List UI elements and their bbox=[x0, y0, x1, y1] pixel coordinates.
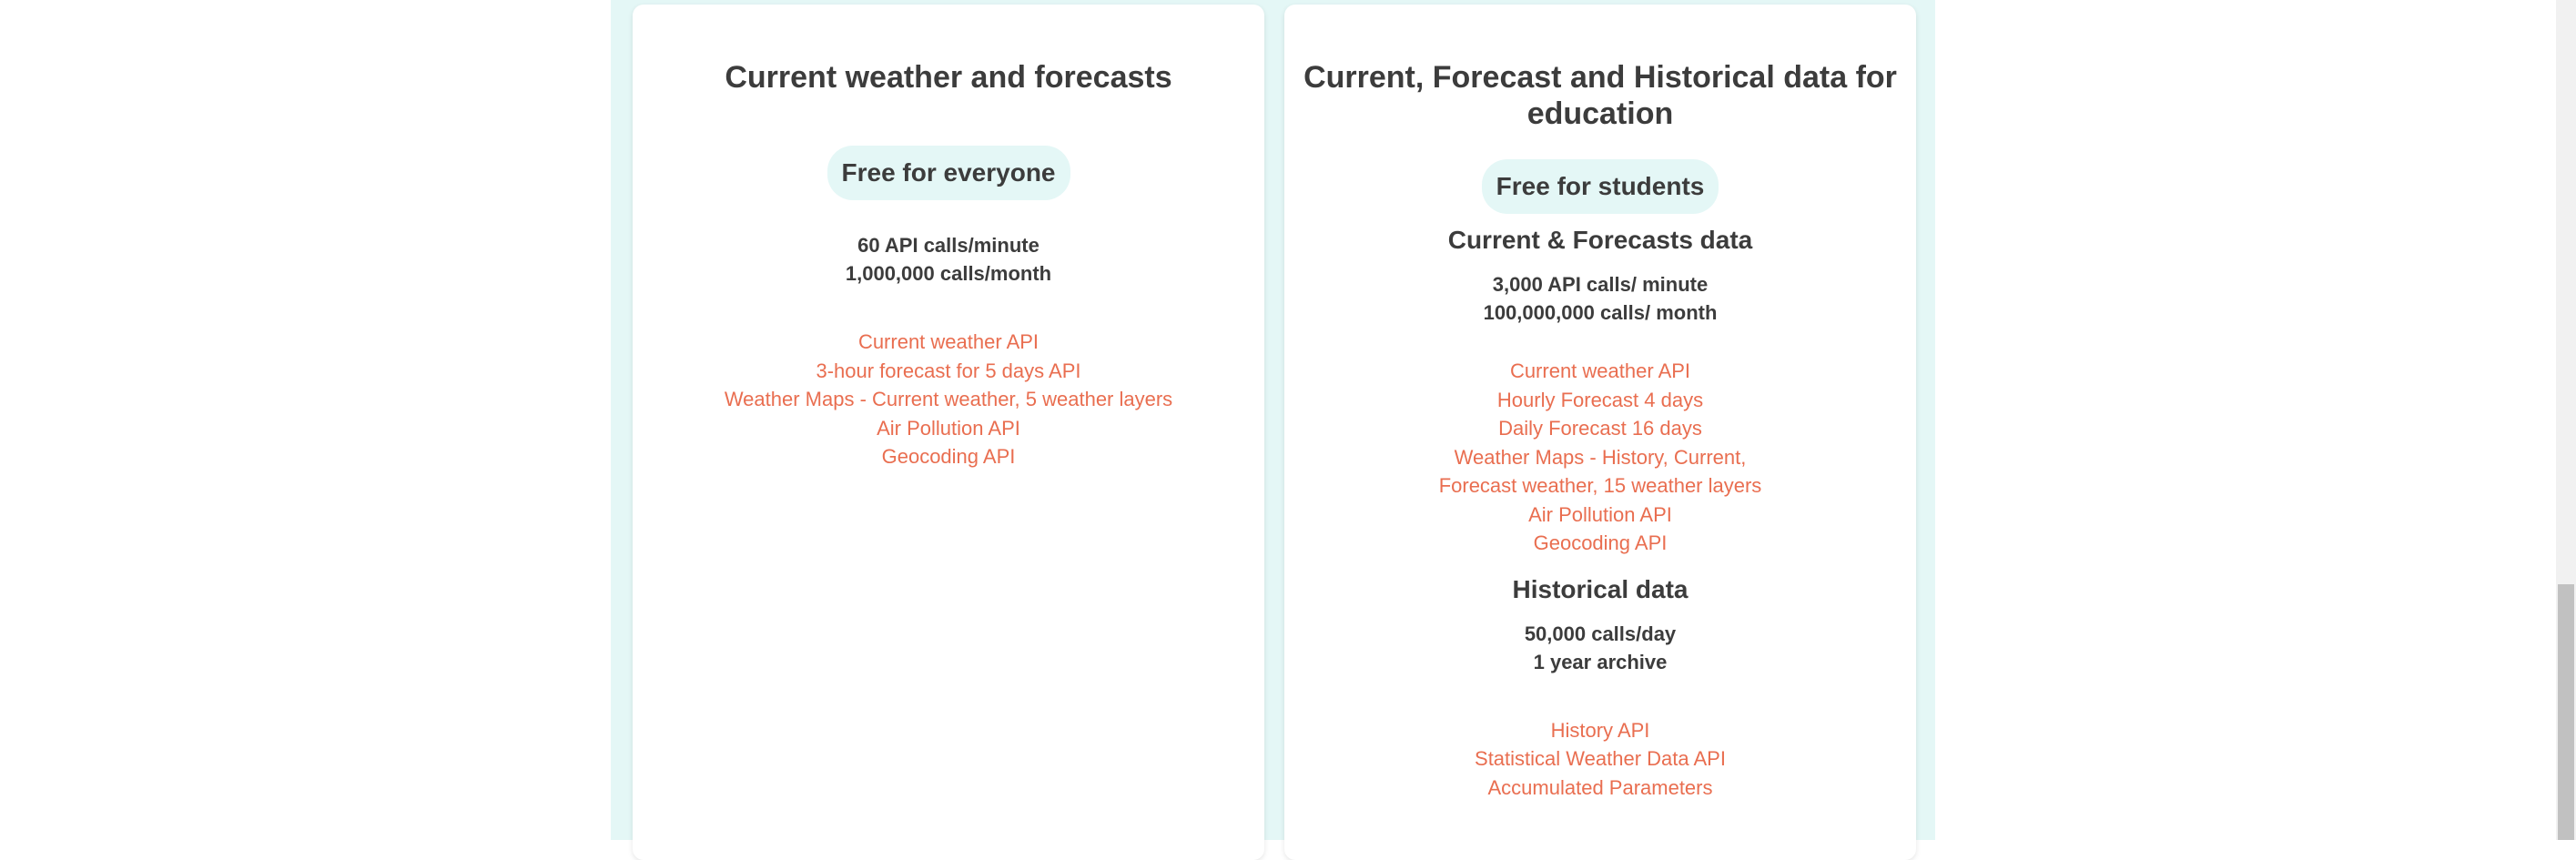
link-3-hour-forecast-api[interactable]: 3-hour forecast for 5 days API bbox=[816, 359, 1081, 382]
link-geocoding-api[interactable]: Geocoding API bbox=[881, 445, 1016, 468]
link-hourly-forecast[interactable]: Hourly Forecast 4 days bbox=[1496, 388, 1704, 411]
link-accumulated-parameters[interactable]: Accumulated Parameters bbox=[1487, 775, 1713, 799]
plan-api-links: Current weather API 3-hour forecast for … bbox=[633, 328, 1264, 471]
page-scrollbar[interactable] bbox=[2556, 0, 2576, 840]
limit-item: 1 year archive bbox=[1533, 650, 1668, 673]
link-weather-maps-cont[interactable]: Forecast weather, 15 weather layers bbox=[1438, 474, 1762, 497]
plan-badge: Free for students bbox=[1481, 159, 1719, 214]
section-title-historical: Historical data bbox=[1512, 574, 1689, 603]
limit-item: 1,000,000 calls/month bbox=[845, 262, 1052, 285]
plan-badge: Free for everyone bbox=[827, 146, 1070, 200]
section-limits: 50,000 calls/day 1 year archive bbox=[1284, 620, 1916, 676]
limit-item: 50,000 calls/day bbox=[1524, 622, 1677, 645]
link-current-weather-api[interactable]: Current weather API bbox=[857, 330, 1040, 353]
section-title-current-forecasts: Current & Forecasts data bbox=[1447, 226, 1753, 254]
link-history-api[interactable]: History API bbox=[1550, 718, 1650, 742]
link-weather-maps[interactable]: Weather Maps - History, Current, bbox=[1454, 445, 1747, 469]
link-weather-maps[interactable]: Weather Maps - Current weather, 5 weathe… bbox=[724, 388, 1173, 410]
link-current-weather-api[interactable]: Current weather API bbox=[1509, 359, 1691, 382]
scrollbar-thumb[interactable] bbox=[2558, 584, 2574, 840]
plan-card-free: Current weather and forecasts Free for e… bbox=[633, 5, 1264, 860]
link-daily-forecast[interactable]: Daily Forecast 16 days bbox=[1498, 417, 1702, 440]
link-air-pollution-api[interactable]: Air Pollution API bbox=[877, 416, 1020, 440]
link-statistical-weather-api[interactable]: Statistical Weather Data API bbox=[1475, 747, 1726, 770]
section-api-links: History API Statistical Weather Data API… bbox=[1284, 716, 1916, 803]
plan-card-education: Current, Forecast and Historical data fo… bbox=[1284, 5, 1916, 860]
limit-item: 3,000 API calls/ minute bbox=[1492, 273, 1709, 296]
link-geocoding-api[interactable]: Geocoding API bbox=[1533, 531, 1668, 554]
plan-title: Current weather and forecasts bbox=[725, 60, 1172, 95]
plan-limits: 60 API calls/minute 1,000,000 calls/mont… bbox=[633, 231, 1264, 288]
section-limits: 3,000 API calls/ minute 100,000,000 call… bbox=[1284, 270, 1916, 327]
limit-item: 60 API calls/minute bbox=[857, 234, 1040, 257]
limit-item: 100,000,000 calls/ month bbox=[1483, 301, 1718, 324]
plan-title: Current, Forecast and Historical data fo… bbox=[1303, 60, 1897, 131]
section-api-links: Current weather API Hourly Forecast 4 da… bbox=[1284, 357, 1916, 558]
link-air-pollution-api[interactable]: Air Pollution API bbox=[1528, 502, 1672, 526]
